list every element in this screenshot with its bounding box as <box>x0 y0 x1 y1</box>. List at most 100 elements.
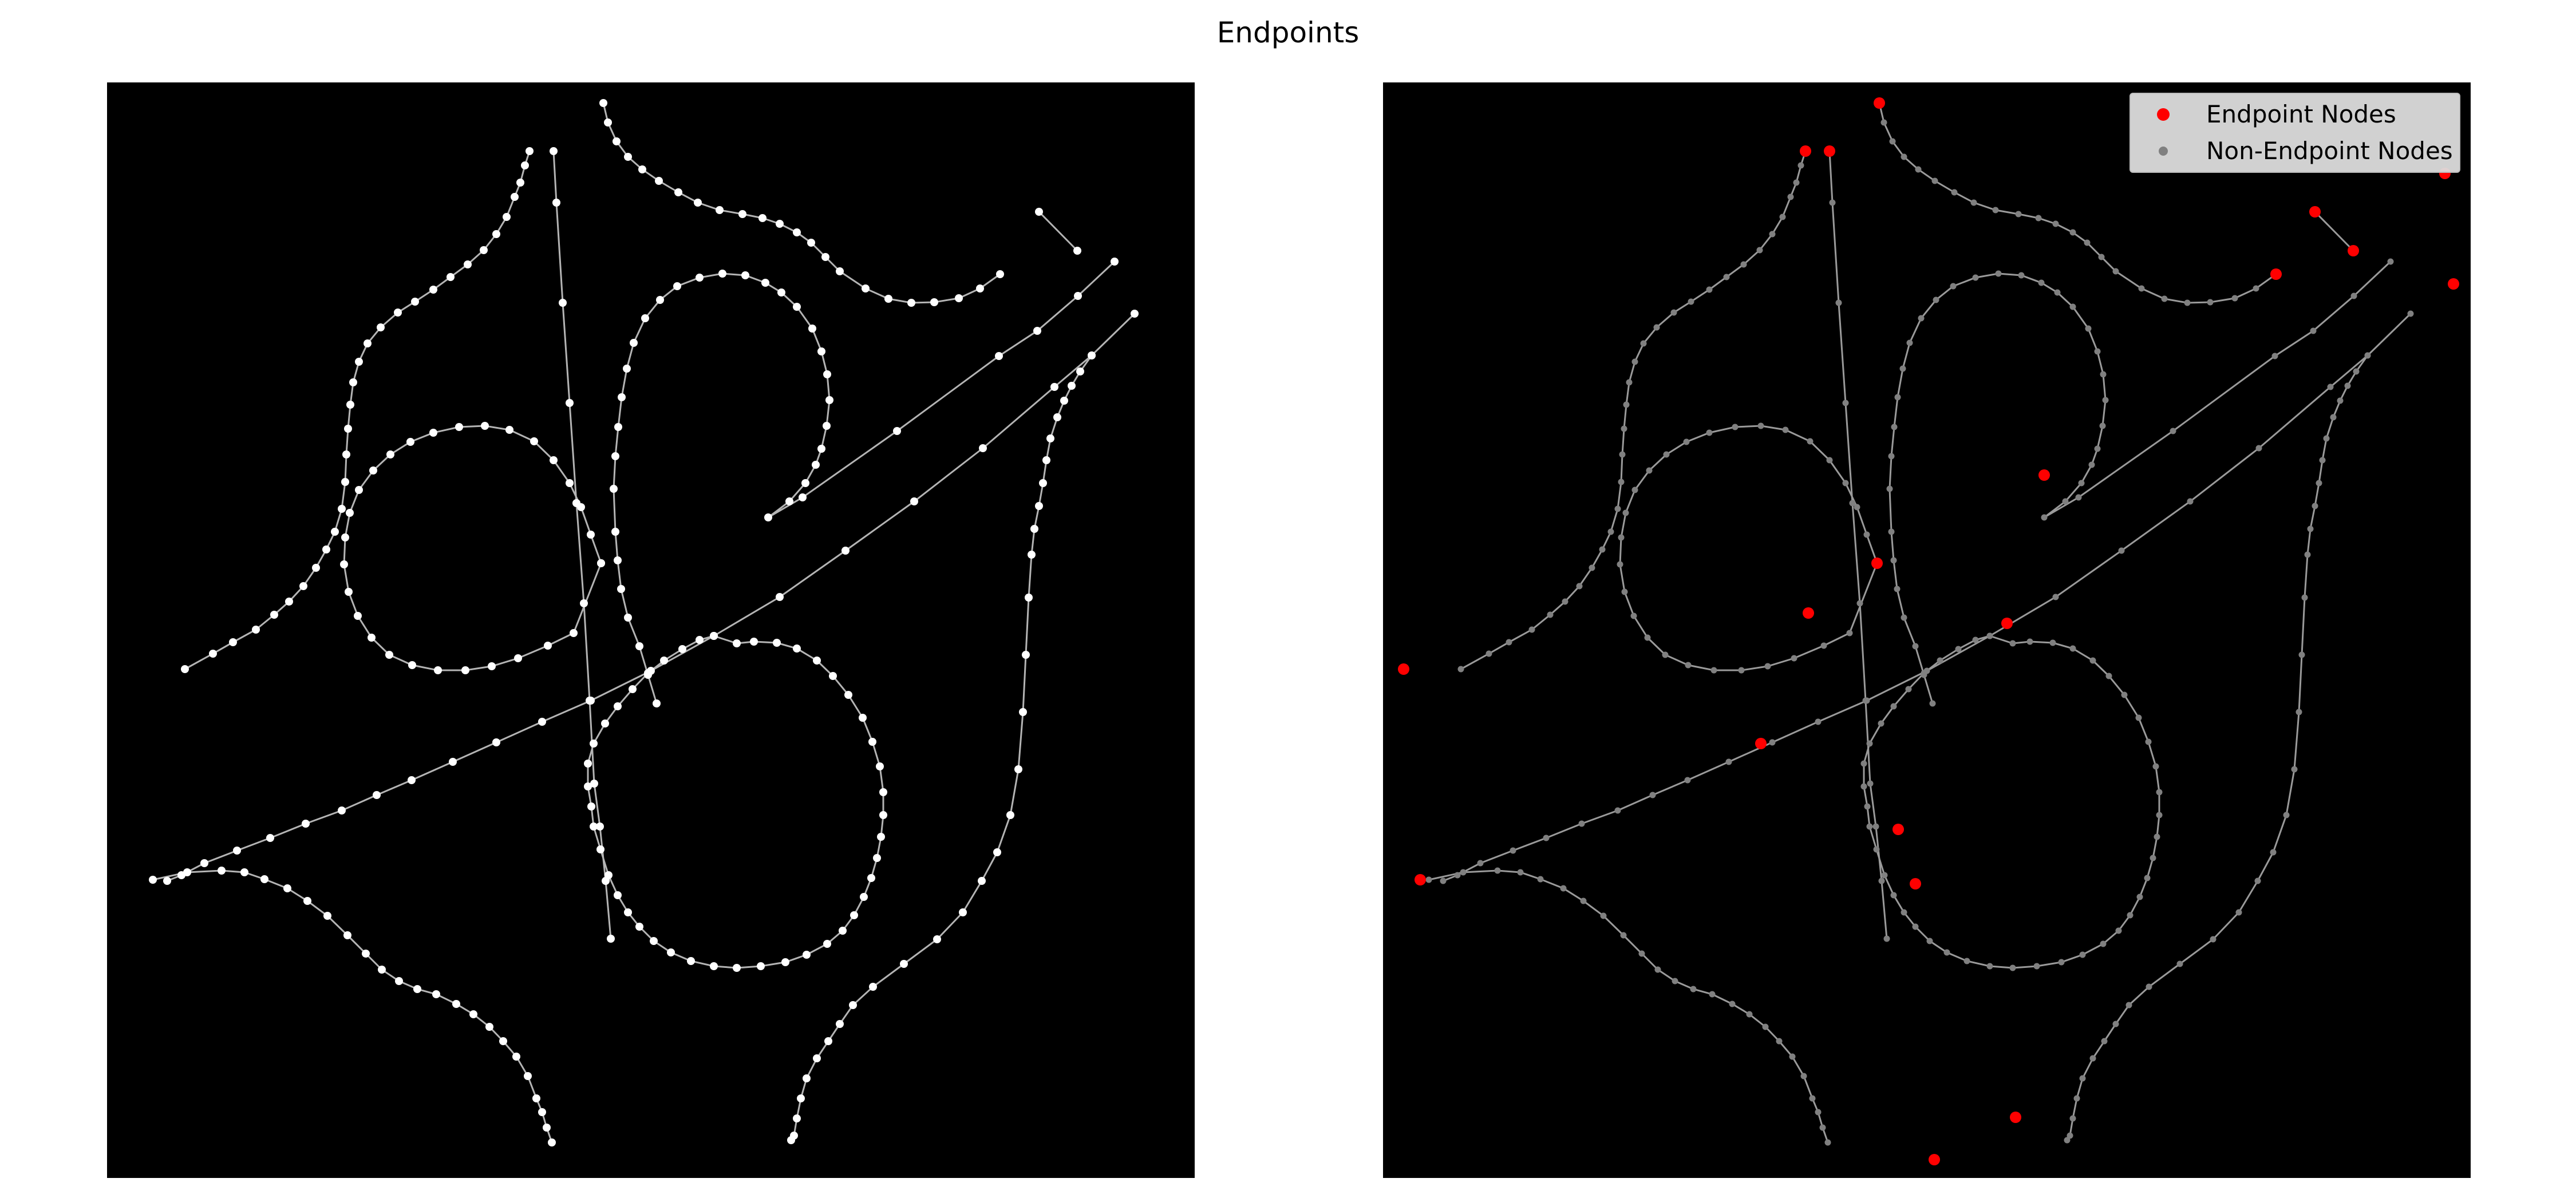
non-endpoint-node <box>1477 860 1484 867</box>
graph-node <box>340 560 348 568</box>
graph-node <box>716 206 724 214</box>
non-endpoint-node <box>1912 923 1919 930</box>
graph-node <box>368 634 376 642</box>
non-endpoint-node <box>2138 285 2145 292</box>
graph-node <box>793 1114 801 1122</box>
graph-node <box>614 891 622 899</box>
graph-node <box>959 908 967 916</box>
graph-node <box>323 912 331 920</box>
non-endpoint-node <box>1506 639 1512 646</box>
graph-node <box>610 485 618 493</box>
non-endpoint-node <box>1644 634 1651 641</box>
legend-item-non-endpoint: Non-Endpoint Nodes <box>2131 134 2459 168</box>
legend: Endpoint Nodes Non-Endpoint Nodes <box>2129 93 2460 173</box>
graph-node <box>907 299 915 307</box>
graph-node <box>252 626 260 634</box>
graph-node <box>841 547 850 555</box>
non-endpoint-node <box>1607 528 1614 535</box>
non-endpoint-node <box>1600 912 1607 919</box>
non-endpoint-node <box>2041 514 2048 521</box>
graph-node <box>813 657 821 665</box>
graph-node <box>266 834 274 842</box>
non-endpoint-node <box>2296 709 2302 715</box>
endpoint-node <box>2309 206 2321 218</box>
graph-node <box>386 450 394 458</box>
graph-node <box>469 1010 477 1018</box>
non-endpoint-node <box>2078 480 2085 487</box>
graph-edge <box>184 151 531 670</box>
graph-node <box>879 788 887 796</box>
non-endpoint-node <box>1797 162 1804 169</box>
non-endpoint-node <box>1901 614 1907 621</box>
non-endpoint-node <box>2075 494 2082 501</box>
non-endpoint-node <box>1762 1023 1769 1030</box>
endpoint-node <box>1929 1154 1940 1165</box>
non-endpoint-node <box>2231 295 2238 302</box>
non-endpoint-node <box>2304 551 2311 558</box>
graph-node <box>738 210 746 218</box>
graph-node <box>449 758 457 766</box>
non-endpoint-node <box>2150 855 2156 861</box>
graph-edge <box>1863 635 2160 969</box>
non-endpoint-node <box>1562 598 1568 605</box>
non-endpoint-node <box>1543 835 1550 841</box>
non-endpoint-node <box>2079 1075 2086 1082</box>
non-endpoint-node <box>1888 453 1895 460</box>
non-endpoint-node <box>1970 199 1977 206</box>
non-endpoint-node <box>2125 1002 2132 1009</box>
graph-node <box>718 270 726 278</box>
graph-node <box>773 639 781 647</box>
graph-node <box>611 528 619 536</box>
graph-node <box>452 1000 460 1008</box>
graph-node <box>653 699 661 707</box>
graph-node <box>893 427 901 435</box>
non-endpoint-node <box>2207 299 2214 306</box>
non-endpoint-node <box>1912 643 1919 650</box>
non-endpoint-node <box>1631 487 1638 493</box>
graph-node <box>624 908 632 916</box>
non-endpoint-node <box>1779 213 1786 220</box>
non-endpoint-node <box>1815 1109 1822 1116</box>
non-endpoint-node <box>2015 211 2022 218</box>
graph-node <box>635 923 643 931</box>
graph-node <box>978 877 986 885</box>
graph-node <box>824 1037 832 1045</box>
non-endpoint-node <box>2067 1132 2073 1139</box>
graph-node <box>285 598 293 606</box>
non-endpoint-node <box>1740 261 1747 268</box>
figure-title: Endpoints <box>1216 16 1360 49</box>
graph-node <box>829 672 837 680</box>
graph-node <box>530 437 538 445</box>
non-endpoint-node <box>1863 697 1870 704</box>
non-endpoint-node <box>1809 1095 1816 1102</box>
non-endpoint-node <box>2156 789 2163 796</box>
graph-node <box>526 147 534 155</box>
graph-edge <box>2314 211 2354 252</box>
graph-node <box>933 935 941 943</box>
non-endpoint-node <box>2271 353 2278 359</box>
graph-node <box>656 296 664 304</box>
non-endpoint-node <box>2064 1137 2071 1144</box>
graph-node <box>303 897 311 905</box>
graph-node <box>584 760 592 768</box>
non-endpoint-node <box>1630 612 1637 619</box>
non-endpoint-node <box>1710 667 1717 674</box>
graph-node <box>181 665 189 673</box>
non-endpoint-node <box>2298 651 2305 658</box>
non-endpoint-node <box>2255 445 2262 452</box>
non-endpoint-node <box>2270 849 2277 856</box>
graph-node <box>776 593 784 601</box>
graph-node <box>687 957 695 965</box>
non-endpoint-node <box>1580 897 1587 904</box>
non-endpoint-node <box>1829 199 1836 206</box>
non-endpoint-node <box>1578 820 1585 827</box>
non-endpoint-node <box>1972 274 1979 281</box>
graph-node <box>629 685 637 693</box>
graph-node <box>1030 525 1038 533</box>
graph-node <box>163 877 171 885</box>
non-endpoint-node <box>2121 691 2128 698</box>
graph-node <box>823 370 831 378</box>
graph-node <box>455 423 463 431</box>
graph-node <box>550 456 558 464</box>
non-endpoint-node <box>2069 229 2076 236</box>
